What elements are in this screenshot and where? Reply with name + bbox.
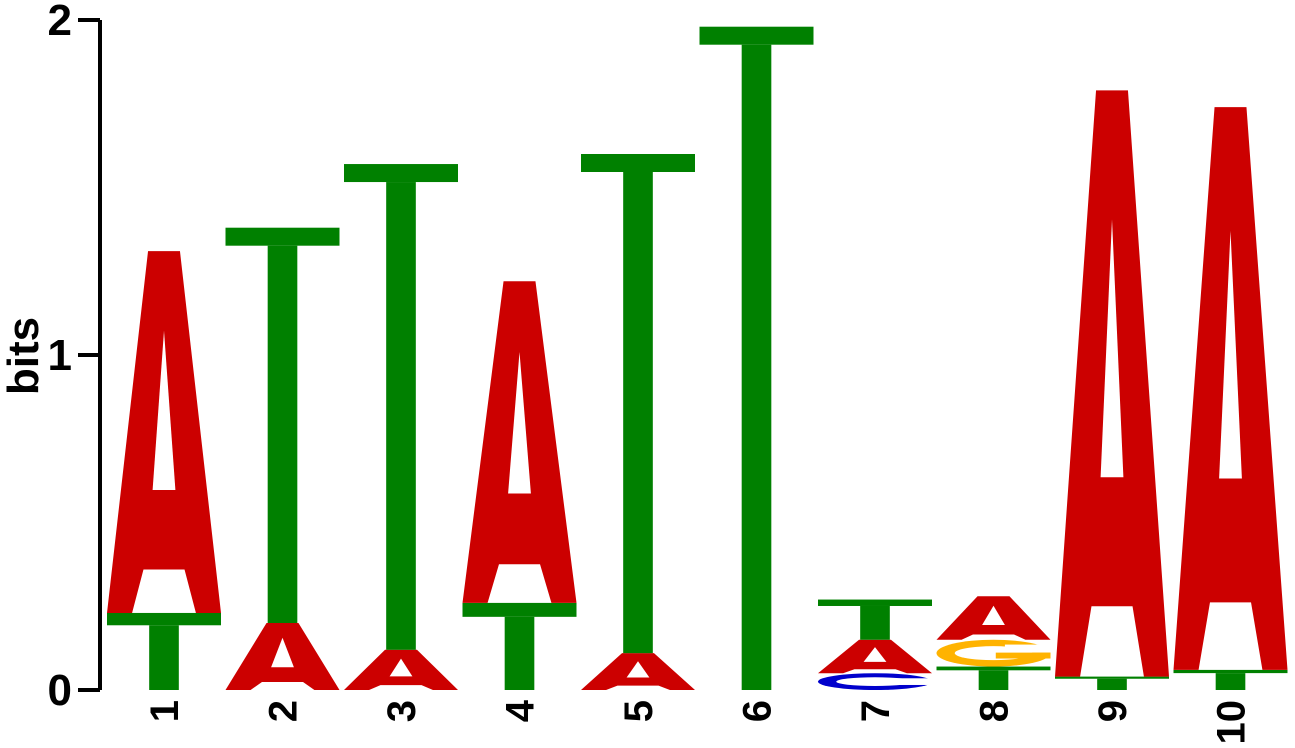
x-tick-label: 2	[262, 700, 306, 722]
x-tick-label: 1	[143, 700, 187, 722]
logo-letter-A	[818, 639, 932, 674]
x-tick-label: 8	[973, 700, 1017, 722]
letter-stacks	[107, 26, 1288, 690]
logo-letter-T	[344, 164, 458, 650]
logo-letter-T	[581, 154, 695, 654]
logo-column-6	[699, 26, 814, 690]
x-tick-label: 5	[617, 700, 661, 722]
logo-letter-A	[344, 649, 458, 690]
x-tick-label: 6	[736, 700, 780, 722]
logo-letter-T	[818, 599, 932, 640]
logo-column-10	[1173, 107, 1288, 690]
logo-letter-T	[936, 666, 1051, 690]
logo-letter-T	[1173, 669, 1288, 690]
x-tick-label: 9	[1091, 700, 1135, 722]
logo-letter-T	[225, 227, 340, 623]
x-tick-label: 3	[380, 700, 424, 722]
y-axis-title: bits	[0, 317, 48, 395]
y-tick-label: 2	[48, 0, 72, 45]
logo-letter-G	[936, 639, 1053, 667]
y-tick-label: 0	[48, 666, 72, 715]
logo-letter-A	[936, 596, 1051, 640]
x-tick-label: 7	[854, 700, 898, 722]
logo-letter-C	[818, 673, 935, 690]
logo-column-8	[936, 596, 1053, 690]
x-tick-label: 4	[499, 699, 543, 722]
logo-column-4	[462, 281, 577, 690]
logo-column-5	[581, 154, 695, 690]
logo-letter-A	[225, 623, 340, 690]
logo-letter-A	[1055, 90, 1169, 677]
logo-letter-A	[1173, 107, 1288, 670]
logo-letter-A	[581, 653, 695, 690]
x-axis-labels: 1 2 3 4 5 6 7 8 9 10	[143, 699, 1254, 744]
logo-letter-T	[1055, 676, 1169, 690]
logo-letter-T	[107, 612, 221, 690]
logo-column-2	[225, 227, 340, 690]
y-tick-label: 1	[48, 331, 72, 380]
x-tick-label: 10	[1210, 700, 1254, 745]
logo-letter-A	[107, 251, 221, 613]
logo-column-3	[344, 164, 458, 690]
logo-column-1	[107, 251, 221, 690]
logo-column-7	[818, 599, 935, 690]
logo-letter-A	[462, 281, 577, 603]
logo-letter-T	[462, 602, 577, 690]
logo-column-9	[1055, 90, 1169, 690]
y-axis: 0 1 2	[48, 0, 102, 715]
logo-letter-T	[699, 26, 814, 690]
